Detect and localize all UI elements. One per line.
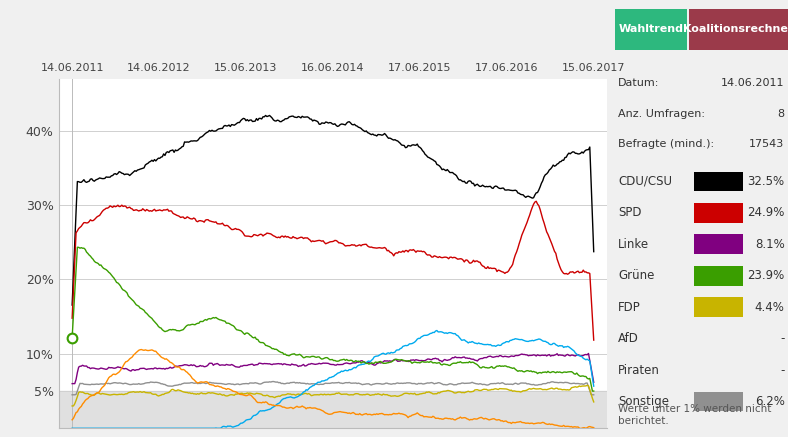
Text: 24.9%: 24.9% [747,206,785,219]
Text: Werte unter 1% werden nicht
berichtet.: Werte unter 1% werden nicht berichtet. [618,404,771,426]
Bar [694,171,743,191]
Text: 14.06.2011: 14.06.2011 [721,78,785,88]
Bar [694,266,743,286]
Text: Grüne: Grüne [618,269,655,282]
Bar [59,391,607,428]
Text: 6.2%: 6.2% [755,395,785,408]
Text: 8: 8 [778,109,785,118]
Text: 17543: 17543 [749,139,785,149]
Bar [694,392,743,412]
Text: 4.4%: 4.4% [755,301,785,314]
Bar [694,298,743,317]
Text: Datum:: Datum: [618,78,660,88]
Text: -: - [780,364,785,377]
Bar [694,203,743,223]
Bar [694,235,743,254]
Text: 23.9%: 23.9% [747,269,785,282]
Text: Linke: Linke [618,238,649,251]
Text: Sonstige: Sonstige [618,395,669,408]
Text: FDP: FDP [618,301,641,314]
Text: 32.5%: 32.5% [747,175,785,188]
Text: Anz. Umfragen:: Anz. Umfragen: [618,109,705,118]
Text: 8.1%: 8.1% [755,238,785,251]
Text: CDU/CSU: CDU/CSU [618,175,672,188]
Text: SPD: SPD [618,206,641,219]
Bar [615,9,687,50]
Text: -: - [780,332,785,345]
Text: Befragte (mind.):: Befragte (mind.): [618,139,714,149]
Bar [690,9,788,50]
Text: Koalitionsrechner: Koalitionsrechner [683,24,788,35]
Text: Piraten: Piraten [618,364,660,377]
Text: Wahltrend: Wahltrend [619,24,683,35]
Text: AfD: AfD [618,332,639,345]
